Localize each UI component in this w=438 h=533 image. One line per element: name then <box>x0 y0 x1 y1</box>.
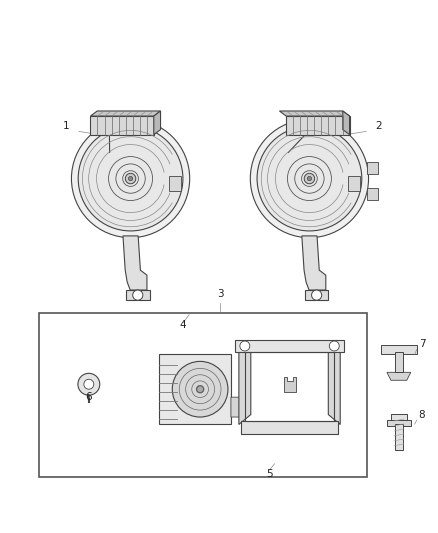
Polygon shape <box>154 111 161 135</box>
Circle shape <box>311 290 321 300</box>
Bar <box>387 420 411 426</box>
Bar <box>126 290 150 300</box>
Polygon shape <box>123 236 147 290</box>
Polygon shape <box>90 111 161 116</box>
Bar <box>169 176 181 191</box>
Circle shape <box>71 119 190 238</box>
Polygon shape <box>367 162 378 174</box>
Polygon shape <box>328 352 340 424</box>
Text: 3: 3 <box>217 289 223 299</box>
Circle shape <box>240 341 250 351</box>
Circle shape <box>172 361 228 417</box>
Text: 6: 6 <box>85 392 92 402</box>
Polygon shape <box>387 373 411 380</box>
Bar <box>381 344 417 354</box>
Bar <box>90 116 154 135</box>
Circle shape <box>125 173 136 184</box>
Text: 4: 4 <box>180 320 187 329</box>
Circle shape <box>84 379 94 389</box>
Bar <box>348 176 360 191</box>
Circle shape <box>78 373 100 395</box>
Bar <box>286 116 350 135</box>
Polygon shape <box>239 352 251 424</box>
Text: 5: 5 <box>266 469 273 479</box>
Polygon shape <box>367 188 378 200</box>
Polygon shape <box>302 236 326 290</box>
Polygon shape <box>283 377 296 392</box>
Bar <box>395 424 403 450</box>
Bar <box>305 290 328 300</box>
Bar <box>39 313 367 477</box>
Text: 2: 2 <box>376 121 382 131</box>
Polygon shape <box>343 111 350 135</box>
Circle shape <box>304 173 314 184</box>
Text: 1: 1 <box>63 121 69 131</box>
Circle shape <box>329 341 339 351</box>
Circle shape <box>250 119 368 238</box>
Text: 8: 8 <box>419 410 425 420</box>
Circle shape <box>133 290 143 300</box>
Polygon shape <box>279 111 350 116</box>
Circle shape <box>197 386 204 393</box>
Bar <box>391 414 407 422</box>
Text: 7: 7 <box>419 340 425 350</box>
Circle shape <box>78 126 183 231</box>
Bar <box>245 352 334 421</box>
Bar <box>395 352 403 373</box>
Bar <box>235 340 344 352</box>
Circle shape <box>257 126 362 231</box>
Bar <box>159 354 231 424</box>
Circle shape <box>128 176 133 181</box>
Circle shape <box>307 176 311 181</box>
Bar <box>241 421 338 434</box>
Polygon shape <box>231 397 245 417</box>
